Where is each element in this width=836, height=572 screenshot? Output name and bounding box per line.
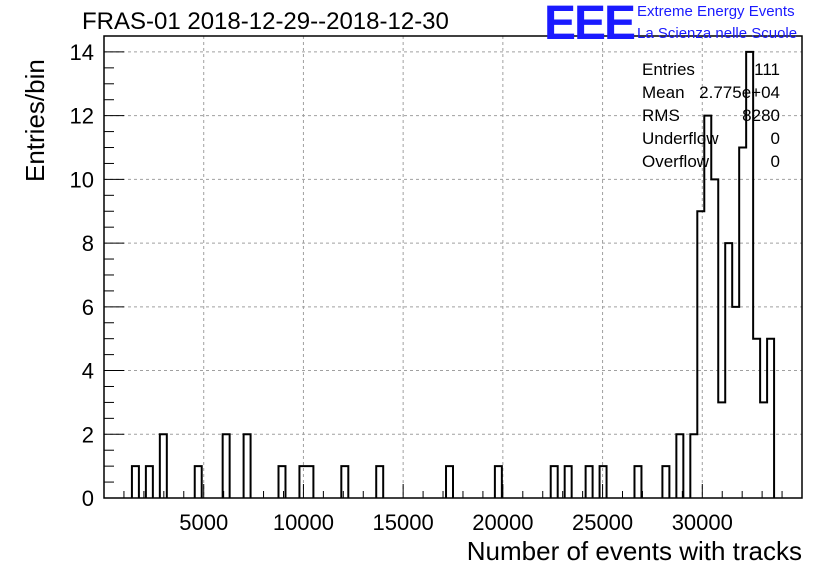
x-tick-label: 10000 (273, 510, 334, 535)
histogram-outline (130, 50, 776, 498)
axes: 5000 10000 15000 20000 25000 30000 0 2 4 6 8 10 12 14 (70, 40, 783, 535)
y-tick-label: 4 (82, 359, 94, 384)
stats-box: Entries 111 Mean 2.775e+04 RMS 8280 Unde… (640, 58, 780, 173)
stat-row-mean: Mean 2.775e+04 (640, 81, 780, 104)
y-tick-label: 10 (70, 167, 94, 192)
y-tick-label: 6 (82, 295, 94, 320)
stat-key: Overflow (642, 152, 710, 171)
x-tick-label: 15000 (373, 510, 434, 535)
stat-row-entries: Entries 111 (640, 58, 780, 81)
y-tick-label: 8 (82, 231, 94, 256)
x-tick-label: 30000 (672, 510, 733, 535)
stat-value: 0 (770, 152, 780, 171)
grid-lines (104, 36, 802, 498)
stat-row-overflow: Overflow 0 (640, 150, 780, 173)
logo-line-2: La Scienza nelle Scuole (637, 25, 798, 42)
stat-row-underflow: Underflow 0 (640, 127, 780, 150)
stat-row-rms: RMS 8280 (640, 104, 780, 127)
x-tick-label: 20000 (472, 510, 533, 535)
x-tick-label: 5000 (179, 510, 228, 535)
stat-value: 8280 (742, 106, 780, 125)
y-tick-label: 0 (82, 486, 94, 511)
stat-key: Entries (642, 60, 695, 79)
stat-value: 111 (754, 60, 780, 79)
stat-key: RMS (642, 106, 680, 125)
stat-key: Mean (642, 83, 685, 102)
stat-value: 0 (770, 129, 780, 148)
x-tick-label: 25000 (572, 510, 633, 535)
plot-frame (103, 35, 803, 499)
x-axis-label: Number of events with tracks (466, 536, 802, 566)
stat-value: 2.775e+04 (699, 83, 780, 102)
chart-title: FRAS-01 2018-12-29--2018-12-30 (82, 8, 449, 35)
y-tick-label: 2 (82, 422, 94, 447)
stat-key: Underflow (642, 129, 719, 148)
eee-logo: EEE (544, 0, 636, 50)
y-tick-label: 14 (70, 40, 94, 65)
y-axis-label: Entries/bin (20, 59, 50, 182)
y-tick-label: 12 (70, 104, 94, 129)
logo-line-1: Extreme Energy Events (637, 3, 795, 20)
